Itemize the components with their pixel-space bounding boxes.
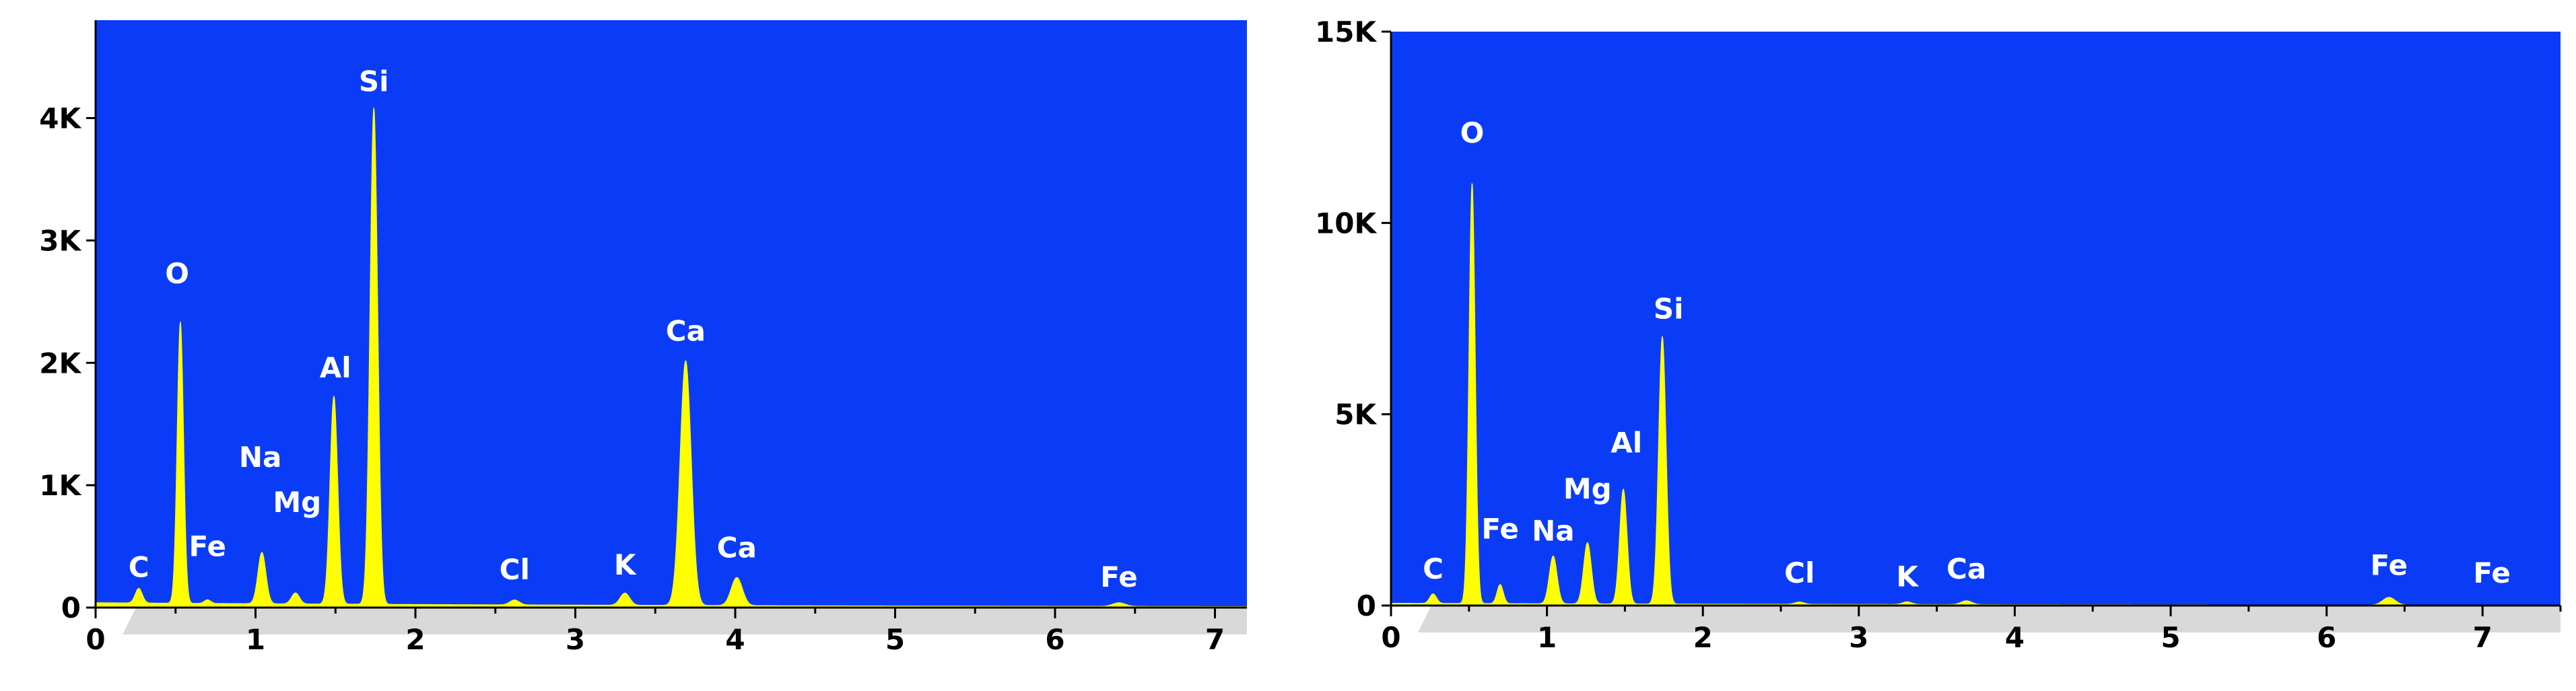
peak-label: Fe bbox=[189, 530, 226, 563]
spectrum-panel-1: 0 1K 2K 3K 4K 0 1 2 3 4 5 6 7 C O Fe Na Mg Al Si Cl K Ca Ca Fe bbox=[39, 20, 1248, 656]
peak-label: Mg bbox=[273, 486, 321, 519]
x-tick-label: 4 bbox=[725, 623, 745, 656]
y-tick-label: 1K bbox=[39, 469, 81, 502]
y-tick-label: 0 bbox=[61, 591, 81, 624]
peak-label: Ca bbox=[1946, 552, 1986, 585]
peak-label: C bbox=[1423, 552, 1444, 585]
axis-floor bbox=[1418, 606, 2561, 632]
y-tick-label: 10K bbox=[1315, 207, 1377, 240]
x-tick-label: 5 bbox=[885, 623, 905, 656]
peak-label: Ca bbox=[666, 315, 706, 348]
y-tick-label: 3K bbox=[39, 224, 81, 257]
peak-label: Cl bbox=[500, 553, 530, 586]
x-tick-label: 4 bbox=[2005, 621, 2025, 654]
peak-label: Si bbox=[1654, 293, 1684, 326]
peak-label: Ca bbox=[717, 531, 757, 564]
x-tick-label: 2 bbox=[1693, 621, 1713, 654]
x-tick-label: 0 bbox=[1381, 621, 1400, 654]
y-tick-label: 0 bbox=[1357, 589, 1376, 622]
x-tick-label: 2 bbox=[405, 623, 425, 656]
x-tick-label: 3 bbox=[1849, 621, 1868, 654]
peak-label: K bbox=[1896, 560, 1919, 593]
peak-label: Fe bbox=[1481, 512, 1518, 545]
peak-label: Cl bbox=[1784, 556, 1815, 589]
peak-label: O bbox=[1460, 116, 1485, 149]
x-tick-label: 1 bbox=[246, 623, 265, 656]
x-tick-label: 7 bbox=[2473, 621, 2493, 654]
x-tick-label: 7 bbox=[1205, 623, 1225, 656]
x-tick-label: 0 bbox=[86, 623, 105, 656]
spectrum-area bbox=[95, 107, 1248, 608]
y-tick-label: 15K bbox=[1315, 15, 1377, 48]
plot-area bbox=[1391, 32, 2561, 606]
peak-label: Si bbox=[359, 65, 389, 98]
y-tick-label: 2K bbox=[39, 347, 81, 379]
peak-label: C bbox=[129, 551, 149, 584]
spectrum-panel-2: 0 5K 10K 15K 0 1 2 3 4 5 6 7 O Si Al Mg Na Fe C Cl K Ca Fe Fe bbox=[1315, 15, 2562, 654]
peak-label: Mg bbox=[1563, 472, 1612, 505]
peak-label: Al bbox=[320, 351, 351, 384]
peak-label: Na bbox=[1532, 514, 1575, 547]
axis-floor bbox=[123, 608, 1247, 634]
peak-label: Fe bbox=[2473, 556, 2510, 589]
x-tick-label: 6 bbox=[1045, 623, 1064, 656]
x-tick-label: 6 bbox=[2317, 621, 2336, 654]
peak-label: O bbox=[165, 257, 189, 290]
peak-label: Fe bbox=[2370, 549, 2407, 582]
y-tick-label: 5K bbox=[1334, 398, 1377, 431]
peak-label: Na bbox=[239, 441, 282, 474]
plot-area bbox=[96, 20, 1247, 608]
y-tick-label: 4K bbox=[39, 102, 81, 135]
peak-label: K bbox=[614, 548, 637, 581]
x-tick-label: 5 bbox=[2161, 621, 2180, 654]
peak-label: Fe bbox=[1100, 560, 1137, 593]
x-tick-label: 3 bbox=[566, 623, 585, 656]
x-tick-label: 1 bbox=[1537, 621, 1557, 654]
peak-label: Al bbox=[1611, 427, 1642, 460]
